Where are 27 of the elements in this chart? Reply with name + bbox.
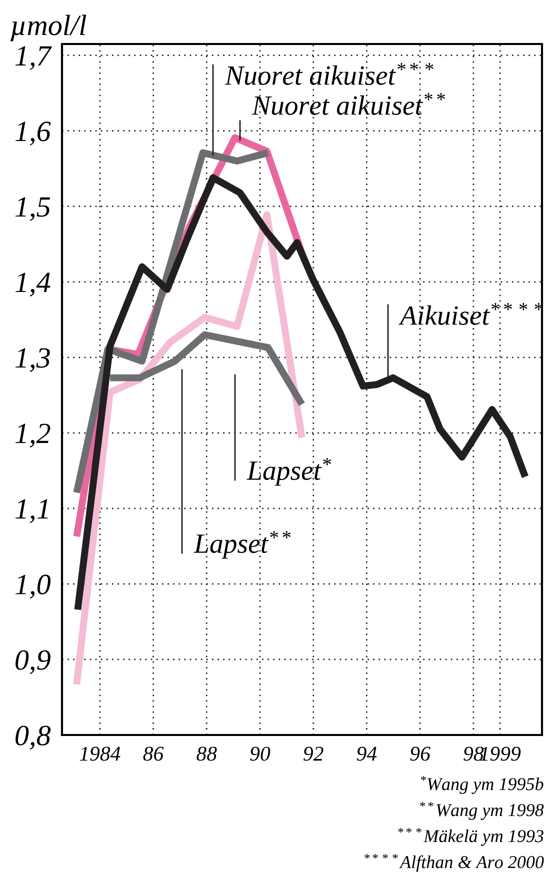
y-axis-title: µmol/l bbox=[10, 14, 86, 42]
x-tick-label: 92 bbox=[304, 746, 324, 761]
y-tick-label: 0,8 bbox=[16, 726, 51, 750]
y-tick-label: 1,6 bbox=[15, 122, 51, 146]
text: $^{***}$Mäkelä ym 1993 bbox=[398, 828, 544, 846]
text: $^{****}$Alfthan & Aro 2000 bbox=[364, 854, 544, 872]
y-tick-label: 0,9 bbox=[16, 650, 50, 674]
y-tick-label: 1,2 bbox=[15, 424, 50, 448]
text: $^{*}$Wang ym 1995b bbox=[420, 776, 544, 794]
y-tick-label: 1,4 bbox=[15, 272, 50, 296]
text: $^{**}$Wang ym 1998 bbox=[420, 802, 544, 820]
y-tick-label: 1,0 bbox=[15, 574, 51, 599]
y-tick-label: 1,3 bbox=[15, 348, 50, 372]
x-tick-label: 94 bbox=[356, 746, 377, 761]
x-tick-label: 86 bbox=[143, 746, 164, 761]
series-label: Aikuiset$^{****}$ bbox=[398, 303, 543, 325]
series-label: Lapset$^{*}$ bbox=[246, 458, 332, 486]
text: Lapset$^{**}$ bbox=[194, 531, 291, 559]
y-tick-label: 1,5 bbox=[15, 197, 50, 221]
x-tick-label: 90 bbox=[250, 746, 270, 761]
x-tick-label: 1984 bbox=[80, 746, 120, 761]
y-tick-label: 1,1 bbox=[15, 499, 48, 524]
y-tick-label: 1,7 bbox=[15, 46, 52, 70]
x-tick-label: 96 bbox=[410, 746, 430, 761]
x-tick-label: 88 bbox=[196, 746, 217, 761]
series-label: Nuoret aikuiset$^{**}$ bbox=[252, 93, 445, 115]
text: Nuoret aikuiset$^{***}$ bbox=[224, 63, 434, 85]
